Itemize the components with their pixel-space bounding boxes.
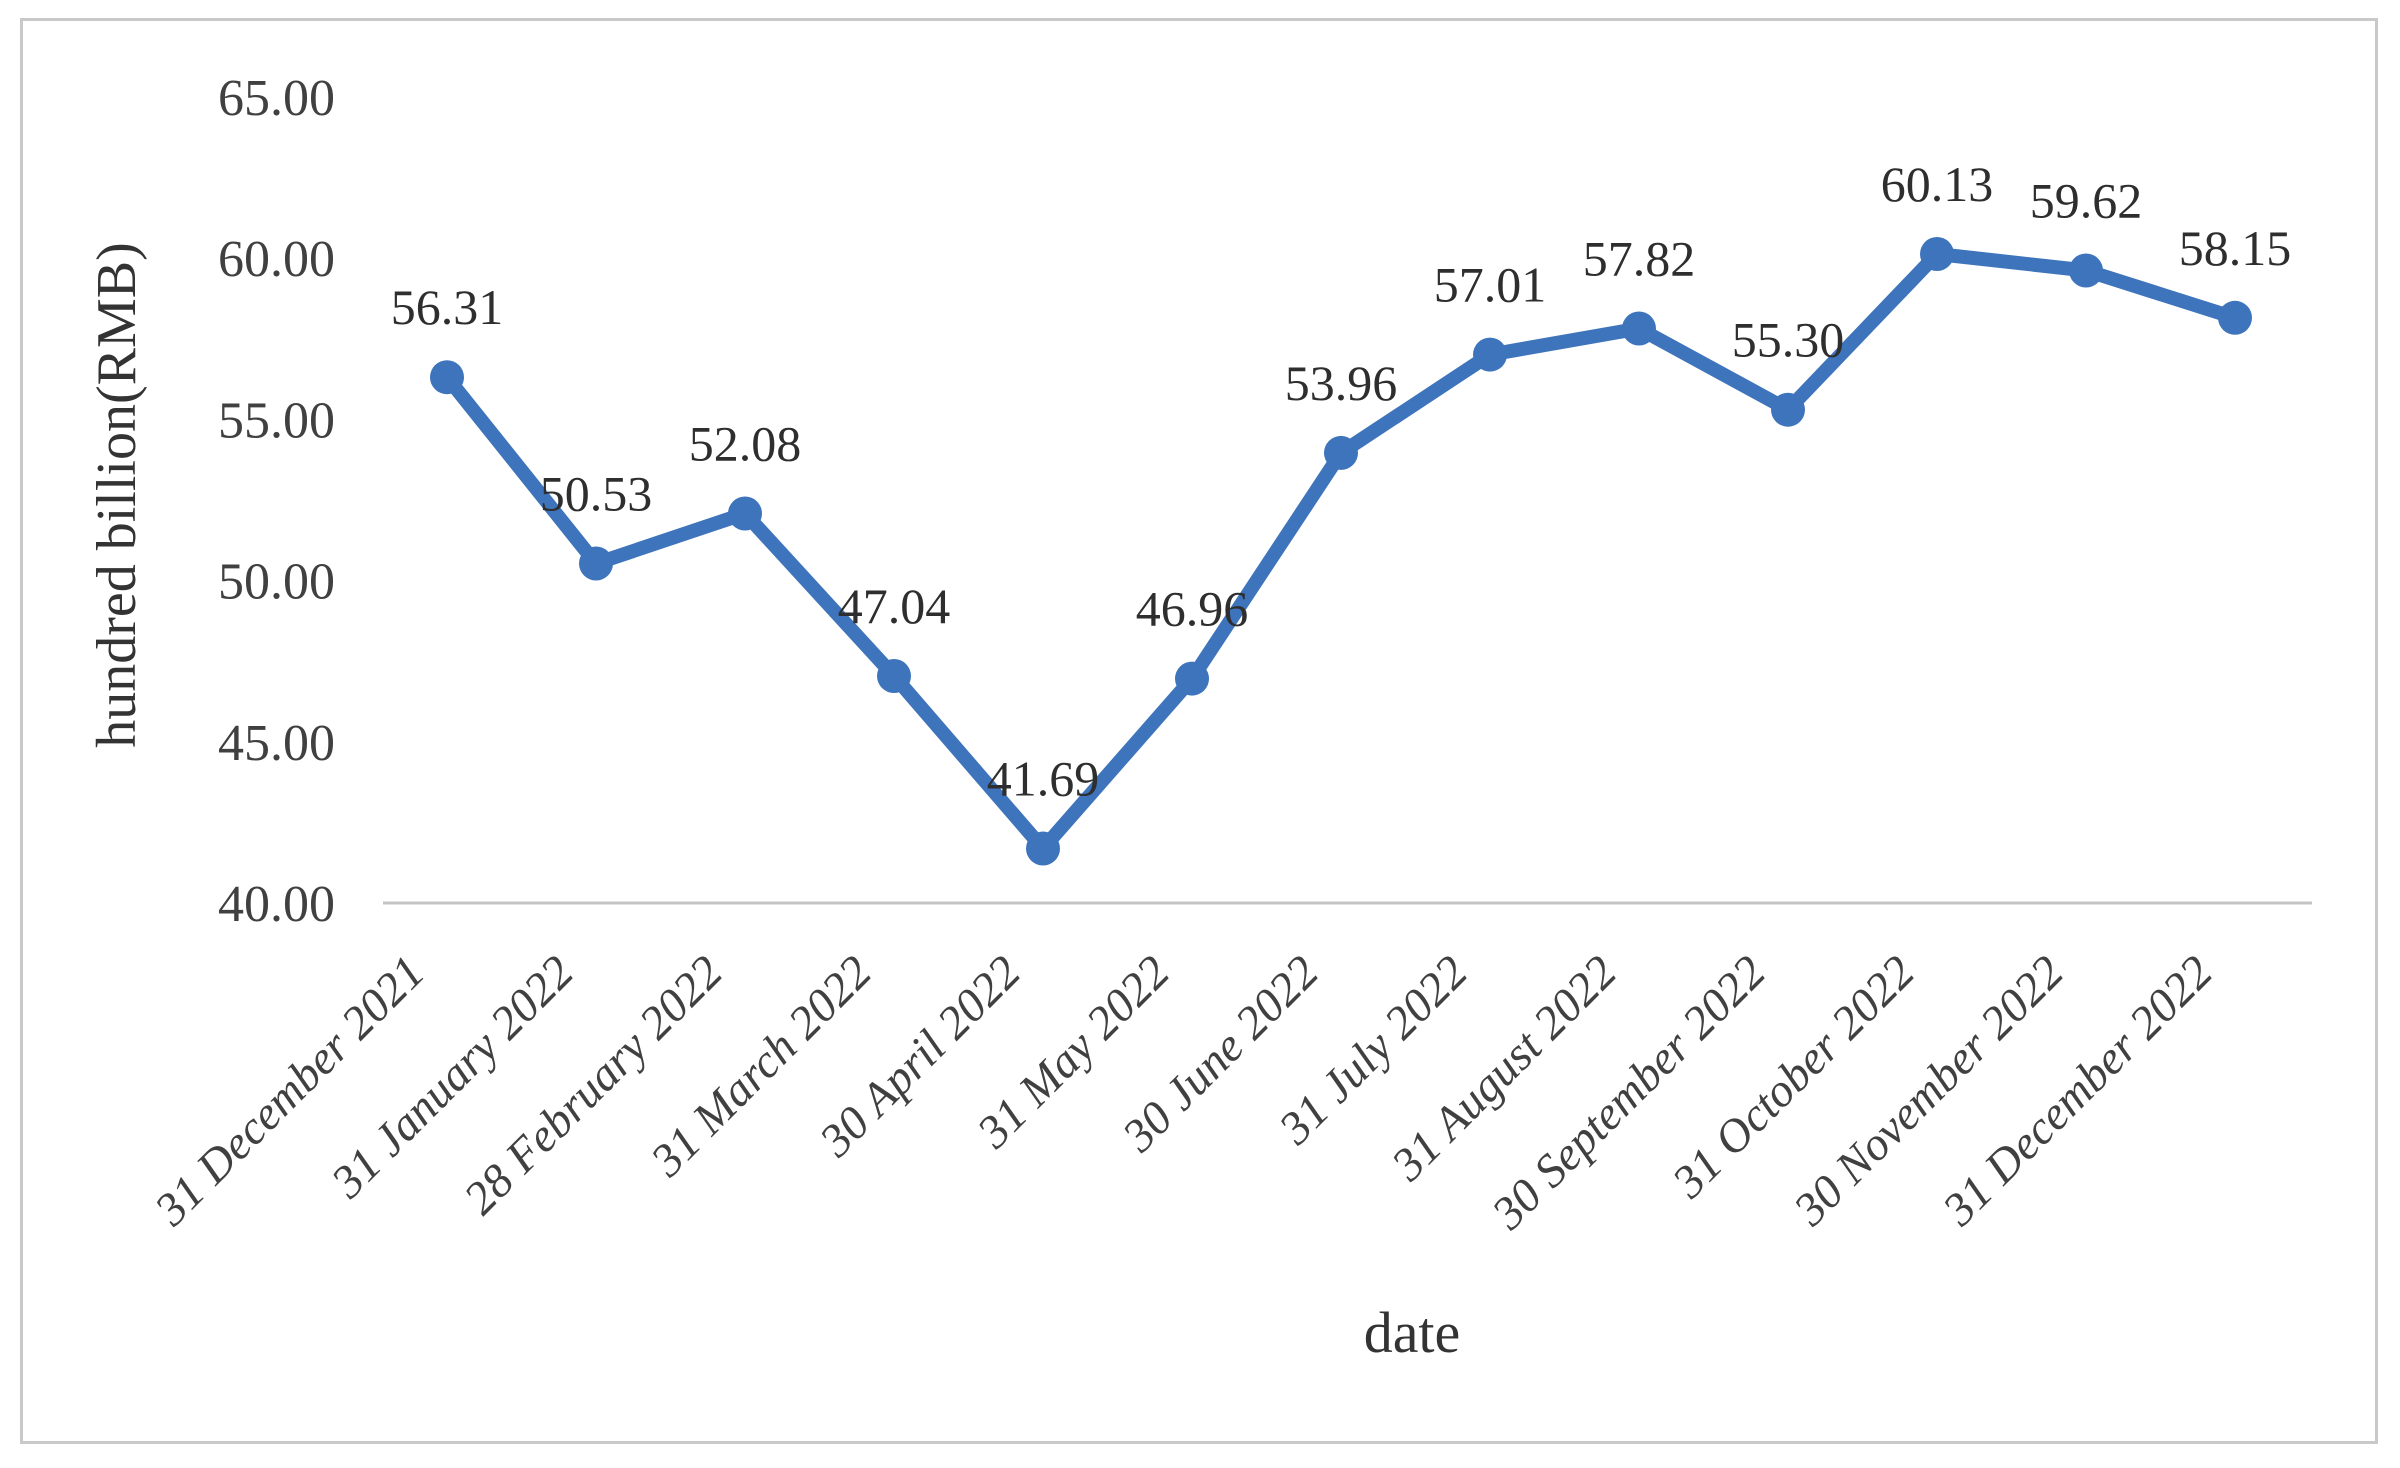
y-axis-title: hundred billion(RMB) — [86, 242, 148, 748]
data-point-marker — [877, 659, 911, 693]
data-point-marker — [1175, 661, 1209, 696]
data-point-marker — [1026, 831, 1060, 866]
y-tick-label: 65.00 — [218, 70, 335, 127]
data-point-marker — [579, 546, 613, 581]
series-polyline — [440, 247, 2242, 856]
x-category-label: 28 February 2022 — [454, 946, 733, 1225]
data-point-label: 53.96 — [1285, 355, 1398, 411]
data-point-marker — [1920, 237, 1954, 271]
data-point-label: 60.13 — [1881, 156, 1994, 212]
data-point-label: 57.82 — [1583, 231, 1696, 287]
data-point-marker — [2218, 300, 2252, 335]
y-tick-label: 45.00 — [218, 715, 335, 772]
data-point-marker — [1622, 311, 1656, 346]
data-point-marker — [1473, 337, 1507, 372]
data-point-labels: 56.31 50.53 52.08 47.04 41.69 46.96 53.96 57.01… — [391, 156, 2292, 807]
data-point-label: 46.96 — [1136, 581, 1249, 637]
x-category-label: 31 December 2022 — [1932, 946, 2222, 1236]
y-tick-label: 60.00 — [218, 231, 335, 288]
data-point-label: 55.30 — [1732, 312, 1845, 368]
y-tick-label: 55.00 — [218, 392, 335, 449]
data-series-line — [430, 237, 2252, 866]
data-point-label: 50.53 — [540, 466, 653, 522]
data-point-label: 57.01 — [1434, 257, 1547, 313]
data-point-marker — [430, 360, 464, 395]
y-tick-label: 40.00 — [218, 876, 335, 933]
data-point-label: 41.69 — [987, 751, 1100, 807]
data-point-label: 56.31 — [391, 279, 504, 335]
data-point-marker — [1324, 435, 1358, 470]
data-point-marker — [1771, 392, 1805, 427]
data-point-label: 52.08 — [689, 416, 802, 472]
data-point-marker — [728, 496, 762, 531]
data-point-label: 58.15 — [2179, 220, 2292, 276]
y-tick-label: 50.00 — [218, 554, 335, 611]
data-point-label: 59.62 — [2030, 173, 2143, 229]
data-point-marker — [2069, 253, 2103, 288]
x-category-label: 30 November 2022 — [1783, 946, 2073, 1236]
y-axis-tick-labels: 65.00 60.00 55.00 50.00 45.00 40.00 — [218, 70, 335, 933]
x-category-label: 31 December 2021 — [144, 946, 434, 1236]
x-category-label: 30 September 2022 — [1482, 946, 1776, 1240]
x-axis-title: date — [1364, 1300, 1461, 1365]
data-point-label: 47.04 — [838, 578, 951, 634]
